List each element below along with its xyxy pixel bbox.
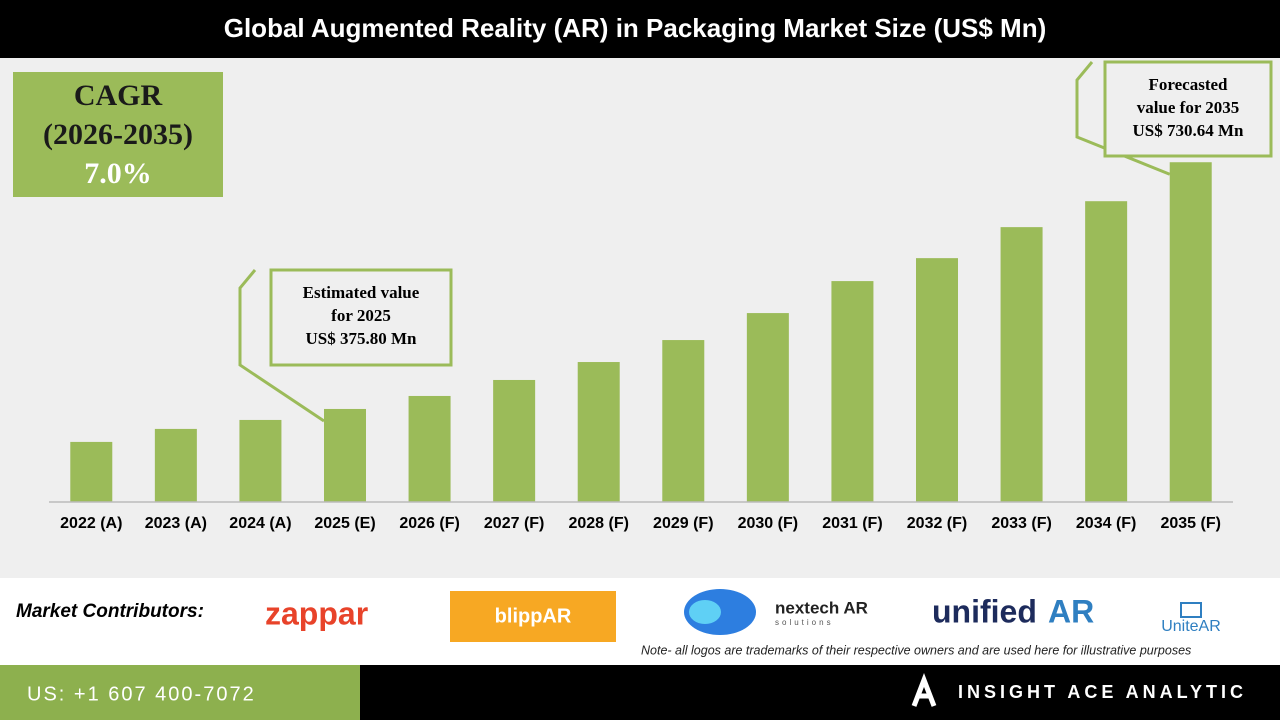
logo: UniteAR — [1161, 618, 1221, 635]
bar — [154, 428, 197, 502]
logo-shape — [689, 600, 721, 624]
cagr-box — [13, 72, 223, 197]
bar — [662, 340, 705, 502]
bar — [239, 419, 282, 502]
x-tick-label: 2022 (A) — [60, 515, 122, 532]
annotation-text: Forecasted — [1149, 75, 1229, 94]
x-tick-label: 2031 (F) — [822, 515, 882, 532]
bar — [1169, 162, 1212, 502]
bar — [831, 281, 874, 502]
brand: INSIGHT ACE ANALYTIC — [958, 682, 1247, 702]
logo: nextech AR — [775, 598, 868, 617]
bar — [493, 379, 536, 502]
cagr-value: 7.0% — [84, 157, 152, 190]
logo-box — [450, 591, 616, 642]
bar — [70, 441, 113, 502]
logo: zappar — [265, 595, 368, 631]
annotation-connector — [238, 269, 325, 423]
x-tick-label: 2026 (F) — [399, 515, 459, 532]
logo: unified — [932, 593, 1037, 629]
brand-icon — [911, 673, 937, 707]
cagr-label: CAGR — [74, 79, 163, 112]
x-tick-label: 2032 (F) — [907, 515, 967, 532]
x-tick-label: 2033 (F) — [991, 515, 1051, 532]
logo: blippAR — [495, 605, 572, 627]
x-tick-label: 2024 (A) — [229, 515, 291, 532]
annotation-text: US$ 730.64 Mn — [1133, 121, 1245, 140]
chart-title: Global Augmented Reality (AR) in Packagi… — [224, 13, 1047, 43]
note: Note- all logos are trademarks of their … — [641, 643, 1191, 657]
x-tick-label: 2035 (F) — [1160, 515, 1220, 532]
logo-shape — [1180, 602, 1202, 618]
bar — [916, 258, 958, 502]
annotation-text: Estimated value — [303, 283, 420, 302]
x-tick-label: 2029 (F) — [653, 515, 713, 532]
bar — [408, 395, 451, 502]
bar — [1000, 227, 1043, 502]
plot: 2022 (A) 2023 (A) 2024 (A) 2025 (E) 2026 (F)… — [49, 60, 1273, 532]
logo: AR — [1048, 593, 1094, 629]
cagr-period: (2026-2035) — [43, 118, 193, 151]
phone-bar — [0, 665, 360, 720]
x-tick-label: 2028 (F) — [568, 515, 628, 532]
contributors-panel — [0, 578, 1280, 665]
brand-bar — [360, 665, 1280, 720]
x-tick-label: 2034 (F) — [1076, 515, 1136, 532]
title-bar — [0, 0, 1280, 58]
bar — [577, 362, 620, 502]
annotation-box — [269, 268, 453, 367]
annotation-text: value for 2035 — [1137, 98, 1240, 117]
annotation-text: for 2025 — [331, 306, 391, 325]
x-tick-label: 2023 (A) — [145, 515, 207, 532]
bar — [746, 313, 789, 502]
x-tick-label: 2027 (F) — [484, 515, 544, 532]
x-tick-label: 2030 (F) — [738, 515, 798, 532]
logo: solutions — [775, 618, 834, 627]
annotation-box — [1103, 60, 1273, 158]
phone: US: +1 607 400-7072 — [27, 683, 256, 705]
contributors-label: Market Contributors: — [16, 601, 204, 622]
x-tick-label: 2025 (E) — [314, 515, 375, 532]
annotation-text: US$ 375.80 Mn — [306, 329, 418, 348]
bar — [1085, 201, 1128, 503]
bar — [324, 408, 366, 502]
